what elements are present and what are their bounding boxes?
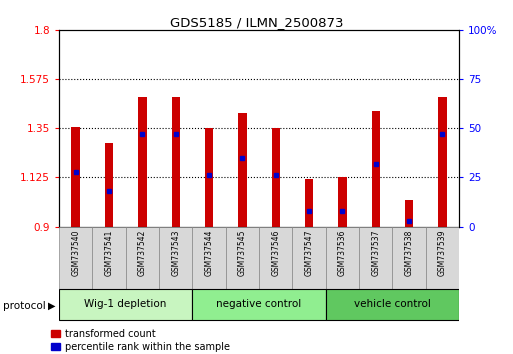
Text: GSM737544: GSM737544 (205, 230, 213, 276)
Bar (126, 227, 159, 289)
Text: GDS5185 / ILMN_2500873: GDS5185 / ILMN_2500873 (170, 16, 343, 29)
Bar (338, 177, 347, 227)
Text: GSM737540: GSM737540 (71, 230, 80, 276)
Bar (259, 227, 292, 289)
Bar (192, 289, 326, 320)
Text: GSM737539: GSM737539 (438, 230, 447, 276)
Bar (205, 128, 213, 227)
Text: GSM737545: GSM737545 (238, 230, 247, 276)
Bar (371, 111, 380, 227)
Text: vehicle control: vehicle control (354, 299, 431, 309)
Bar (359, 227, 392, 289)
Bar (71, 127, 80, 227)
Bar (326, 227, 359, 289)
Text: GSM737538: GSM737538 (405, 230, 413, 276)
Bar (392, 227, 426, 289)
Bar (192, 227, 226, 289)
Text: ▶: ▶ (48, 301, 55, 311)
Bar (59, 227, 92, 289)
Text: protocol: protocol (3, 301, 45, 311)
Text: GSM737536: GSM737536 (338, 230, 347, 276)
Bar (138, 97, 147, 227)
Bar (405, 200, 413, 227)
Bar (271, 128, 280, 227)
Text: negative control: negative control (216, 299, 302, 309)
Bar (426, 227, 459, 289)
Bar (159, 227, 192, 289)
Text: GSM737546: GSM737546 (271, 230, 280, 276)
Text: Wig-1 depletion: Wig-1 depletion (85, 299, 167, 309)
Bar (326, 289, 459, 320)
Bar (305, 178, 313, 227)
Text: GSM737547: GSM737547 (305, 230, 313, 276)
Bar (105, 143, 113, 227)
Text: GSM737537: GSM737537 (371, 230, 380, 276)
Bar (92, 227, 126, 289)
Bar (59, 289, 192, 320)
Text: GSM737541: GSM737541 (105, 230, 113, 276)
Text: GSM737543: GSM737543 (171, 230, 180, 276)
Bar (238, 113, 247, 227)
Bar (171, 97, 180, 227)
Bar (226, 227, 259, 289)
Bar (292, 227, 326, 289)
Legend: transformed count, percentile rank within the sample: transformed count, percentile rank withi… (51, 329, 230, 352)
Bar (438, 97, 447, 227)
Text: GSM737542: GSM737542 (138, 230, 147, 276)
